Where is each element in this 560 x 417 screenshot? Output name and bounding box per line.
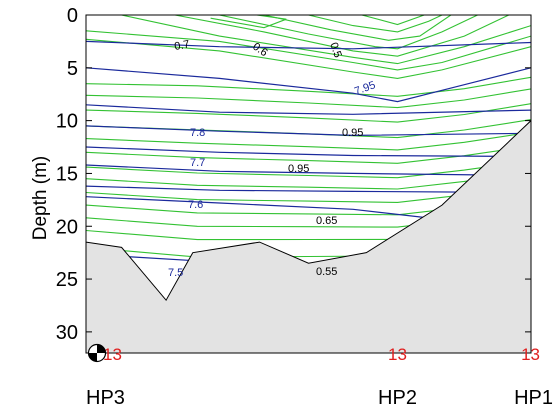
blue-contour-line [86,40,531,50]
green-contour-line [263,15,452,41]
contour-label: 7.7 [190,157,205,169]
contour-label: 0.65 [316,215,337,227]
blue-contour-line [86,164,531,177]
station-label: HP2 [378,387,417,409]
bottom-value: 13 [103,345,122,364]
blue-contour-line [86,146,531,158]
y-tick-label: 20 [56,216,78,238]
bottom-value: 13 [388,345,407,364]
green-contour-line [86,103,531,123]
green-contour-line [86,38,531,79]
y-tick-label: 15 [56,163,78,185]
y-tick-label: 5 [67,58,78,80]
blue-contour-line [86,104,531,115]
contour-label: 7.6 [188,199,203,211]
contour-label: 0.7 [173,38,190,52]
green-contour-line [86,145,531,164]
green-contour-line [86,160,531,179]
contour-label: 0.95 [342,127,363,139]
station-labels: HP3 HP2 HP1 [86,387,553,409]
blue-contour-line [86,185,531,194]
bottom-value: 13 [521,345,540,364]
station-marker-icon [87,343,107,363]
contour-label: 7.8 [190,127,205,139]
contour-label: 0.5 [327,41,344,59]
y-tick-label: 25 [56,269,78,291]
bottom-values: 13 13 13 [103,345,540,364]
blue-contour-line [86,125,531,137]
y-axis: 0 5 10 15 20 25 30 [56,5,531,344]
blue-contour-line [86,67,531,103]
green-contour-line [210,15,287,29]
green-contour-line [308,15,443,33]
y-tick-label: 0 [67,5,78,27]
contour-label: 0.95 [288,163,309,175]
y-tick-label: 30 [56,322,78,344]
plot-frame [85,14,532,354]
y-axis-title: Depth (m) [30,156,51,240]
green-contour-line [86,131,531,151]
green-contour-line [86,88,531,109]
green-contour-line [361,15,425,26]
contour-label: 0.55 [316,266,337,278]
contour-labels: 0.7 0.6 0.5 7.95 7.8 0.95 7.7 0.95 7.6 0… [168,38,377,279]
green-contour-line [86,30,531,71]
green-contour-line [174,15,510,57]
green-contour-line [121,15,531,65]
seabed-area [86,119,531,353]
station-label: HP3 [86,387,125,409]
y-tick-label: 10 [56,111,78,133]
station-label: HP1 [514,387,553,409]
contour-label: 7.5 [168,267,183,279]
